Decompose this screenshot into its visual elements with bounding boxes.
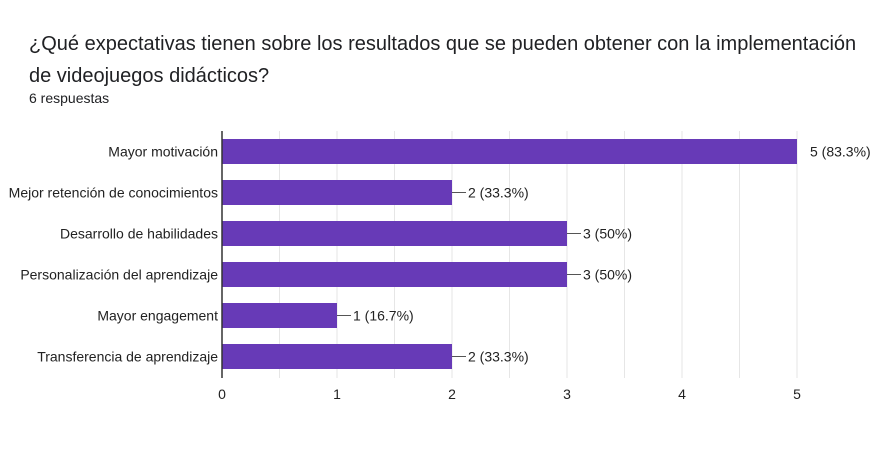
data-label: 2 (33.3%) xyxy=(468,185,529,201)
bars xyxy=(222,139,797,369)
data-label: 3 (50%) xyxy=(583,226,632,242)
bar xyxy=(222,344,452,369)
category-label: Mayor engagement xyxy=(97,308,218,324)
x-tick-label: 5 xyxy=(793,386,801,402)
grid-lines xyxy=(279,131,798,378)
response-count: 6 respuestas xyxy=(29,90,110,106)
category-label: Desarrollo de habilidades xyxy=(60,226,218,242)
x-tick-label: 3 xyxy=(563,386,571,402)
data-label: 2 (33.3%) xyxy=(468,349,529,365)
data-label: 3 (50%) xyxy=(583,267,632,283)
x-tick-label: 2 xyxy=(448,386,456,402)
question-title: ¿Qué expectativas tienen sobre los resul… xyxy=(29,33,857,87)
category-label: Transferencia de aprendizaje xyxy=(37,349,218,365)
category-label: Mejor retención de conocimientos xyxy=(9,185,218,201)
x-tick-label: 1 xyxy=(333,386,341,402)
category-label: Personalización del aprendizaje xyxy=(20,267,218,283)
data-label: 5 (83.3%) xyxy=(810,144,871,160)
bar xyxy=(222,180,452,205)
x-tick-label: 4 xyxy=(678,386,686,402)
labels: Mayor motivación 5 (83.3%) Mejor retención… xyxy=(9,144,871,403)
bar xyxy=(222,262,567,287)
data-label: 1 (16.7%) xyxy=(353,308,414,324)
x-tick-label: 0 xyxy=(218,386,226,402)
bar xyxy=(222,221,567,246)
category-label: Mayor motivación xyxy=(108,144,218,160)
bar xyxy=(222,303,337,328)
bar xyxy=(222,139,797,164)
